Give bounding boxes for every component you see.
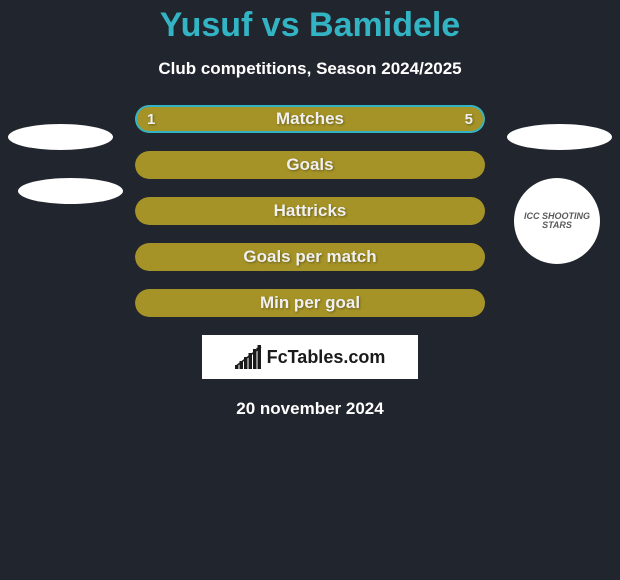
stat-bar-mpg: Min per goal xyxy=(135,289,485,317)
club-logo-right: ICC SHOOTING STARS xyxy=(514,178,600,264)
stat-label: Goals per match xyxy=(135,243,485,271)
page-subtitle: Club competitions, Season 2024/2025 xyxy=(0,59,620,79)
stat-bar-gpm: Goals per match xyxy=(135,243,485,271)
brand-box[interactable]: FcTables.com xyxy=(202,335,418,379)
stat-value-right: 5 xyxy=(465,105,473,133)
player-left-badge-2 xyxy=(18,178,123,204)
snapshot-date: 20 november 2024 xyxy=(0,399,620,419)
page-title: Yusuf vs Bamidele xyxy=(0,6,620,45)
club-logo-text: ICC SHOOTING STARS xyxy=(514,212,600,230)
brand-text: FcTables.com xyxy=(267,347,386,368)
stat-bar-matches: Matches1 5 xyxy=(135,105,485,133)
stat-bars: Matches1 5 Goals Hattricks Goals per match Mi… xyxy=(135,105,485,317)
player-left-badge-1 xyxy=(8,124,113,150)
stat-bar-goals: Goals xyxy=(135,151,485,179)
brand-chart-icon xyxy=(235,345,263,369)
stat-label: Hattricks xyxy=(135,197,485,225)
stat-value-left: 1 xyxy=(147,105,155,133)
stat-label: Matches xyxy=(135,105,485,133)
comparison-card: Yusuf vs Bamidele Club competitions, Sea… xyxy=(0,0,620,580)
stat-label: Min per goal xyxy=(135,289,485,317)
player-right-badge-1 xyxy=(507,124,612,150)
stat-bar-hattricks: Hattricks xyxy=(135,197,485,225)
stat-label: Goals xyxy=(135,151,485,179)
